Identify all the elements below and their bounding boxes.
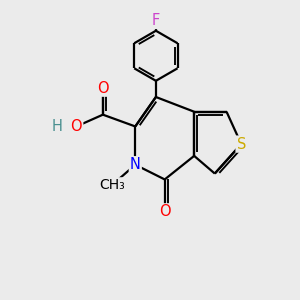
- Text: O: O: [159, 204, 170, 219]
- Text: O: O: [70, 119, 82, 134]
- Text: N: N: [130, 157, 141, 172]
- Text: H: H: [52, 119, 63, 134]
- Text: CH₃: CH₃: [99, 178, 124, 192]
- Text: O: O: [97, 81, 109, 96]
- Text: S: S: [237, 136, 246, 152]
- Text: F: F: [152, 13, 160, 28]
